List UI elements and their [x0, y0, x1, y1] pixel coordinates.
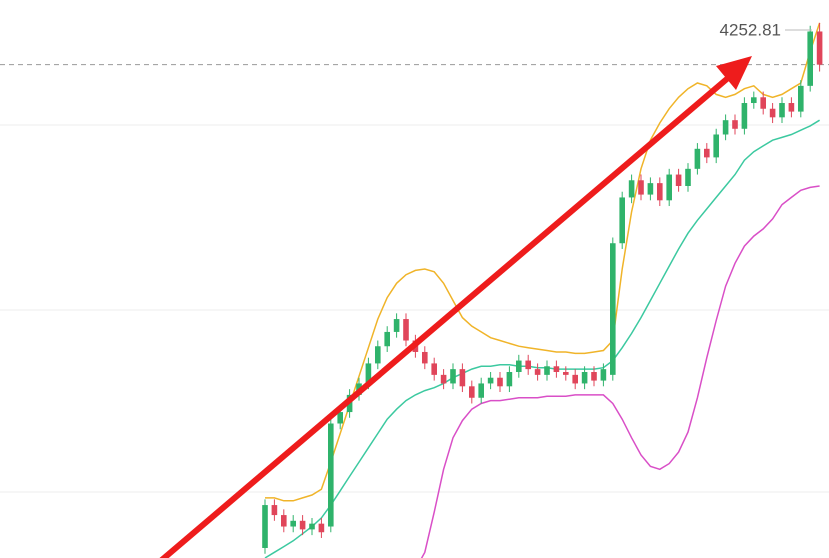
candle-body — [563, 372, 569, 375]
indicator-lines — [264, 22, 821, 558]
trend-arrow — [159, 56, 752, 558]
candle-body — [431, 363, 437, 375]
candle-body — [365, 363, 372, 384]
candle-body — [487, 377, 494, 384]
candle-body — [769, 108, 776, 118]
candle-body — [807, 31, 813, 86]
candle-body — [534, 369, 541, 375]
candle-body — [741, 103, 748, 129]
candle-body — [732, 120, 738, 129]
candle-body — [619, 197, 625, 244]
candle-body — [628, 180, 635, 198]
candle-body — [638, 180, 644, 195]
candle-body — [591, 372, 597, 381]
candle-body — [271, 505, 278, 516]
candle-body — [657, 183, 663, 201]
candle-body — [675, 174, 682, 186]
candle-body — [647, 183, 654, 195]
band-line — [265, 22, 821, 502]
candle-body — [694, 148, 701, 169]
candle-body — [760, 97, 766, 109]
candle-body — [497, 377, 503, 387]
candle-body — [779, 103, 785, 118]
candle-body — [506, 372, 513, 387]
candle-body — [544, 366, 550, 375]
candle-body — [478, 383, 484, 398]
candle-body — [600, 369, 607, 381]
candle-body — [816, 31, 823, 65]
candle-body — [704, 148, 710, 158]
candle-body — [553, 366, 560, 372]
arrow-shaft — [159, 75, 730, 558]
candle-body — [403, 319, 409, 341]
candle-body — [422, 351, 428, 364]
candle-body — [713, 134, 719, 158]
candle-body — [525, 360, 531, 370]
candle-body — [798, 85, 804, 112]
candle-body — [318, 523, 325, 533]
candle-body — [751, 97, 757, 104]
candle-body — [459, 369, 466, 387]
candle-body — [375, 346, 381, 364]
candle-body — [337, 412, 343, 424]
arrow-head — [716, 56, 752, 90]
candle-body — [299, 520, 306, 530]
candle-body — [516, 360, 522, 372]
candles — [262, 22, 823, 554]
candle-body — [469, 386, 475, 398]
candle-body — [666, 174, 672, 201]
candle-body — [788, 103, 795, 112]
candle-body — [290, 520, 296, 527]
candle-body — [581, 372, 588, 384]
candle-body — [685, 168, 691, 186]
candle-body — [281, 515, 287, 527]
band-line — [420, 185, 820, 558]
candle-body — [328, 423, 334, 527]
last-price-label: 4252.81 — [720, 20, 781, 39]
candle-body — [262, 505, 268, 548]
candle-body — [309, 523, 315, 530]
candle-body — [440, 374, 447, 384]
candle-body — [450, 369, 456, 384]
candle-body — [722, 120, 729, 135]
candle-body — [610, 243, 616, 375]
candle-body — [384, 331, 390, 347]
candle-body — [393, 319, 400, 332]
candle-body — [572, 374, 578, 384]
band-line — [264, 119, 820, 558]
